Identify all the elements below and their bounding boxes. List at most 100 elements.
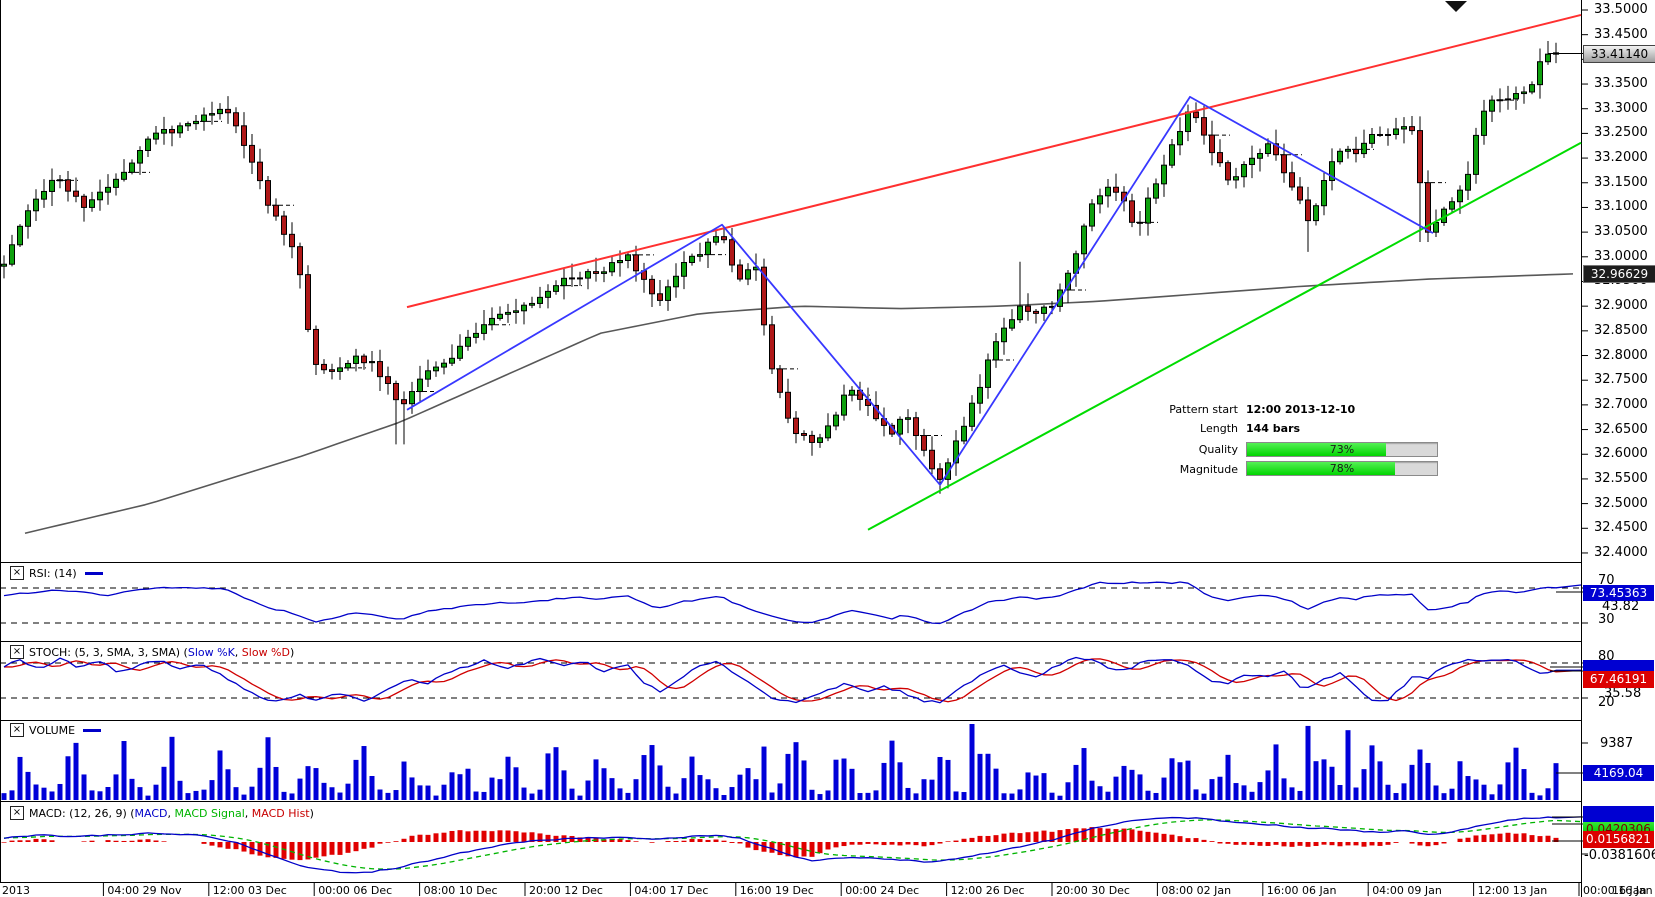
price-axis-label: 32.8500 [1594, 322, 1648, 338]
candle [817, 437, 823, 443]
macd-hist-bar [297, 842, 303, 861]
volume-bar [233, 787, 239, 800]
macd-hist-bar [89, 840, 95, 842]
candle [1081, 225, 1087, 255]
volume-bar [281, 791, 287, 800]
macd-panel-header: × MACD: (12, 26, 9) (MACD, MACD Signal, … [10, 806, 314, 820]
candle [993, 341, 999, 361]
macd-hist-bar [1313, 842, 1319, 846]
rsi-line [3, 581, 1582, 625]
candle [1273, 143, 1279, 156]
macd-hist-bar [1369, 842, 1375, 846]
volume-bar [857, 793, 863, 800]
volume-bar [169, 736, 175, 800]
candle [233, 112, 239, 127]
macd-hist-bar [1193, 838, 1199, 842]
candle [25, 210, 31, 227]
volume-bar [89, 790, 95, 800]
volume-bar [561, 770, 567, 800]
macd-hist-bar [1201, 839, 1207, 842]
volume-bar [1369, 745, 1375, 800]
time-axis-label: 12:00 26 Dec [950, 884, 1025, 897]
candle [265, 180, 271, 206]
candle [145, 138, 151, 152]
candle [521, 304, 527, 312]
macd-hist-bar [745, 842, 751, 848]
stoch-d-badge: 67.46191 [1583, 671, 1654, 688]
volume-bar [193, 790, 199, 800]
macd-hist-bar [465, 831, 471, 842]
macd-hist-bar [329, 842, 335, 855]
volume-bar [1193, 789, 1199, 800]
volume-bar [1553, 763, 1559, 800]
macd-hist-bar [265, 842, 271, 858]
rsi-close-checkbox[interactable]: × [10, 566, 24, 580]
volume-bars [1, 724, 1559, 800]
volume-bar [769, 792, 775, 800]
candle [545, 290, 551, 298]
candle [633, 254, 639, 272]
volume-bar [753, 779, 759, 800]
macd-close-checkbox[interactable]: × [10, 806, 24, 820]
volume-bar [361, 746, 367, 800]
macd-hist-bar [945, 841, 951, 842]
candle [1329, 161, 1335, 182]
volume-bar [257, 767, 263, 800]
time-axis-label: 00:00 16 Jan [1583, 884, 1653, 897]
candle [1265, 143, 1271, 155]
candle [649, 278, 655, 295]
volume-bar [385, 792, 391, 800]
volume-value-badge: 4169.04 [1583, 765, 1654, 781]
volume-bar [441, 784, 447, 800]
lower-trendline [867, 141, 1582, 531]
candle [1193, 111, 1199, 119]
volume-bar [313, 768, 319, 800]
volume-bar [689, 756, 695, 800]
macd-hist-bar [609, 838, 615, 842]
macd-hist-bar [497, 830, 503, 842]
price-axis-label: 32.9000 [1594, 298, 1648, 314]
volume-bar [1353, 787, 1359, 800]
volume-close-checkbox[interactable]: × [10, 723, 24, 737]
volume-bar [1393, 793, 1399, 800]
candle [409, 391, 415, 405]
stoch-close-checkbox[interactable]: × [10, 645, 24, 659]
volume-bar [425, 785, 431, 800]
volume-bar [817, 794, 823, 800]
candle [1033, 310, 1039, 314]
macd-hist-bar [937, 842, 943, 844]
candle [217, 108, 223, 115]
macd-hist-bar [921, 842, 927, 847]
candle [1529, 84, 1535, 93]
candle [321, 363, 327, 371]
macd-hist-bar [449, 830, 455, 842]
volume-bar [585, 780, 591, 800]
volume-bar [1545, 788, 1551, 800]
candle [305, 274, 311, 330]
macd-hist-bar [953, 840, 959, 842]
macd-title: MACD: (12, 26, 9) (MACD, MACD Signal, MA… [29, 806, 314, 820]
volume-bar [113, 774, 119, 800]
volume-bar [1417, 749, 1423, 800]
volume-scale-label: 9387 [1600, 736, 1634, 751]
pattern-start-value: 12:00 2013-12-10 [1246, 403, 1356, 416]
rsi-panel-header: × RSI: (14) [10, 566, 103, 580]
macd-hist-bar [369, 842, 375, 848]
macd-hist-bar [345, 842, 351, 853]
volume-bar [97, 791, 103, 800]
macd-hist-bar [1177, 836, 1183, 842]
volume-bar [1441, 793, 1447, 800]
candle [1017, 305, 1023, 321]
price-axis-label: 33.2500 [1594, 125, 1648, 141]
candle [1009, 319, 1015, 329]
volume-bar [1137, 774, 1143, 800]
volume-bar [1457, 761, 1463, 800]
volume-bar [1, 793, 7, 800]
macd-hist-bar [49, 840, 55, 842]
macd-hist-bar [1361, 842, 1367, 847]
macd-hist-bar [1489, 834, 1495, 842]
volume-bar [321, 782, 327, 800]
macd-hist-bar [233, 842, 239, 850]
macd-hist-bar [313, 842, 319, 858]
